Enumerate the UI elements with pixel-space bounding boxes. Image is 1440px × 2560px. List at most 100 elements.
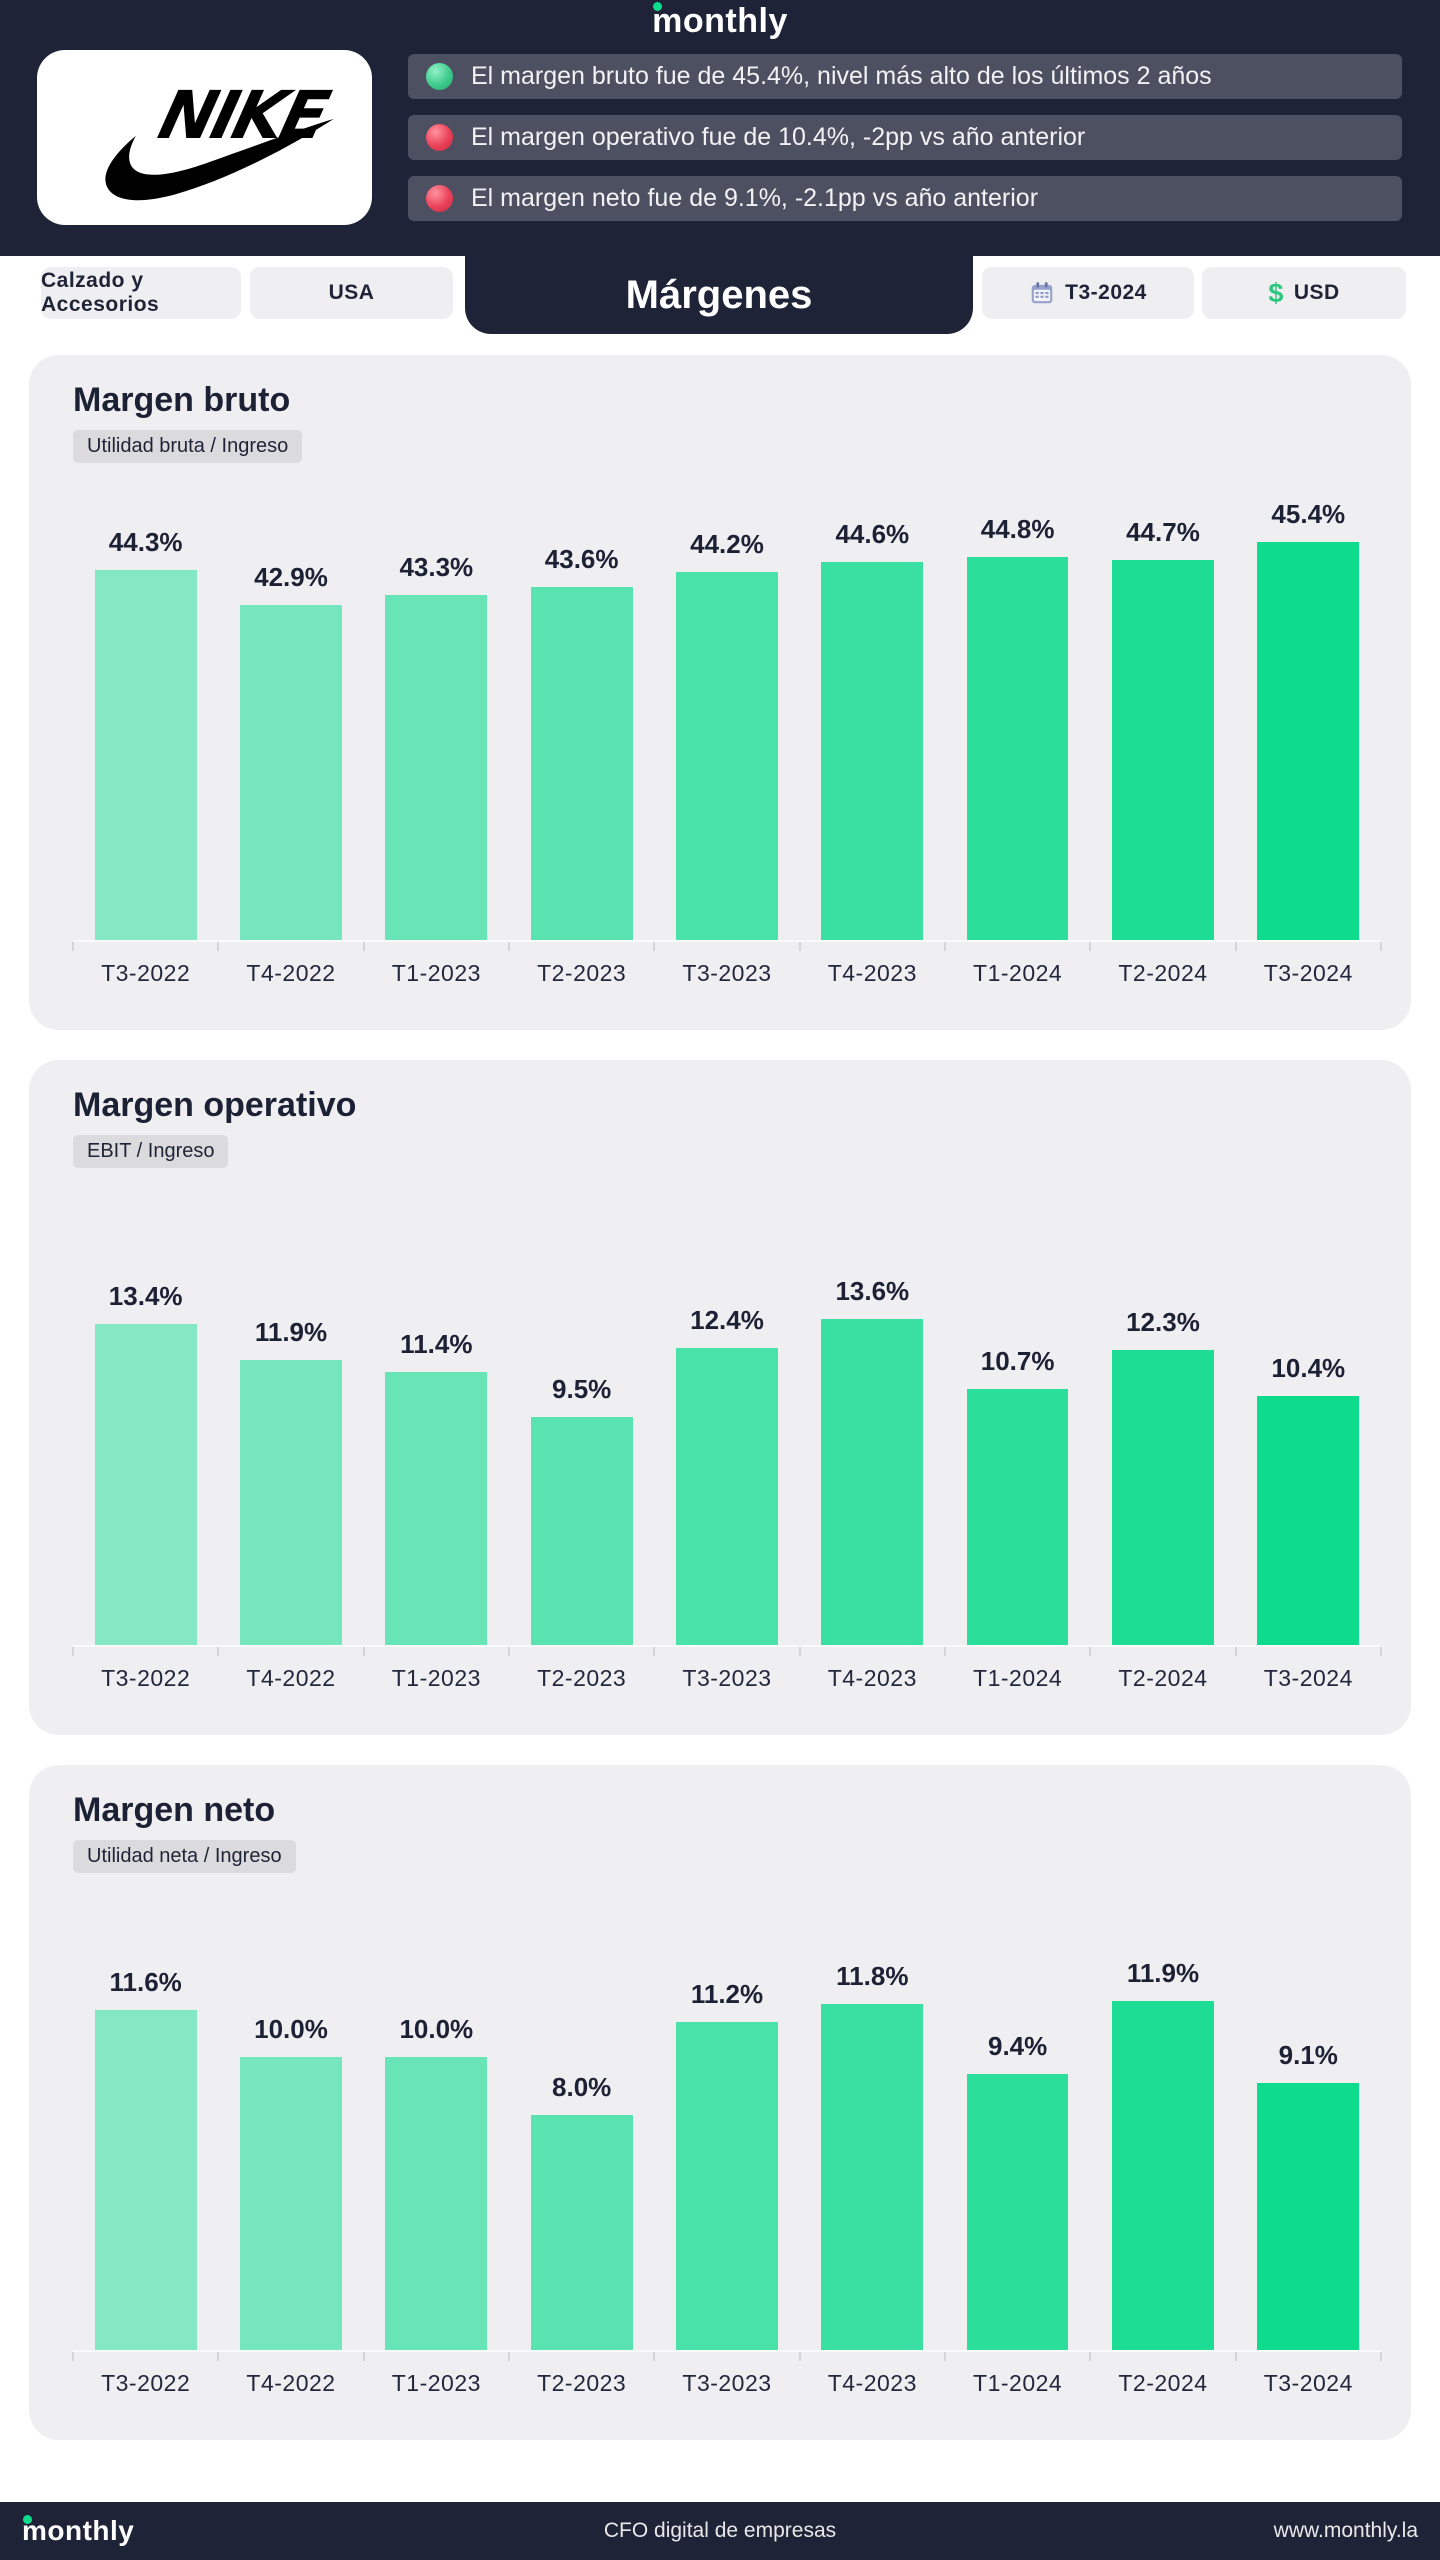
bar	[94, 1324, 197, 1645]
x-axis-label: T3-2023	[682, 1665, 772, 1691]
card-margen-neto: Margen neto Utilidad neta / Ingreso 11.6…	[29, 1765, 1411, 2440]
axis-tick	[653, 2352, 656, 2361]
axis-tick	[362, 942, 365, 951]
axis-tick	[72, 942, 74, 951]
company-logo-card: NIKE	[37, 50, 372, 225]
bar-column: 11.8%	[800, 1961, 945, 2350]
calendar-icon	[1031, 282, 1053, 304]
chart-title: Margen neto	[73, 1791, 276, 1829]
bar-column: 44.7%	[1090, 517, 1235, 940]
axis-tick	[217, 1647, 220, 1656]
axis-tick	[653, 942, 656, 951]
red-circle-icon	[426, 185, 453, 212]
bar-column: 13.6%	[800, 1276, 945, 1645]
bar-column: 11.6%	[73, 1967, 218, 2350]
bar-column: 44.6%	[800, 519, 945, 940]
x-axis-label: T1-2024	[973, 1665, 1063, 1691]
bar-value-label: 44.8%	[980, 514, 1055, 544]
axis-tick	[508, 2352, 510, 2361]
axis-tick	[217, 2352, 220, 2361]
axis-tick	[1089, 942, 1092, 951]
brand-dot-icon	[23, 2515, 32, 2524]
filter-period-pill[interactable]: T3-2024	[982, 267, 1194, 319]
bar-value-label: 44.6%	[835, 519, 910, 549]
bar-value-label: 9.5%	[552, 1374, 612, 1404]
x-axis-label: T4-2023	[827, 1665, 917, 1691]
bar-value-label: 11.2%	[690, 1979, 764, 2009]
x-axis-label: T3-2022	[101, 960, 191, 986]
axis-tick	[1234, 2352, 1237, 2361]
bar-column: 10.7%	[945, 1319, 1090, 1645]
bar	[821, 2004, 924, 2350]
bar-value-label: 11.8%	[836, 1961, 909, 1991]
axis-tick	[944, 2352, 946, 2361]
bar-value-label: 43.3%	[399, 552, 474, 582]
bar	[530, 1417, 633, 1645]
axis-tick	[362, 2352, 365, 2361]
highlights-list: El margen bruto fue de 45.4%, nivel más …	[408, 54, 1402, 221]
footer-brand-name: monthly	[22, 2515, 135, 2546]
x-axis-labels: T3-2022 T4-2022 T1-2023 T2-2023 T3-2023 T4-20…	[73, 2370, 1381, 2406]
brand-name: monthly	[652, 2, 788, 40]
bar-value-label: 13.6%	[835, 1276, 910, 1306]
bar-column: 12.4%	[654, 1305, 799, 1645]
bar-value-label: 9.1%	[1278, 2040, 1338, 2070]
bar	[676, 572, 778, 940]
bar	[240, 2057, 342, 2350]
axis-tick	[944, 942, 946, 951]
bar-column: 9.1%	[1236, 2001, 1381, 2350]
footer-website-link[interactable]: www.monthly.la	[1273, 2519, 1418, 2542]
axis-tick	[362, 1647, 365, 1656]
x-axis-label: T4-2023	[827, 2370, 917, 2396]
bar	[1257, 2083, 1360, 2350]
card-margen-operativo: Margen operativo EBIT / Ingreso 13.4% 11.…	[29, 1060, 1411, 1735]
filter-region-pill[interactable]: USA	[250, 267, 453, 319]
bar-column: 42.9%	[218, 542, 363, 940]
svg-text:NIKE: NIKE	[151, 76, 336, 153]
axis-tick	[798, 2352, 801, 2361]
chart-formula-badge: EBIT / Ingreso	[73, 1135, 229, 1168]
bar	[385, 2057, 488, 2350]
x-axis-label: T2-2023	[537, 960, 627, 986]
filter-currency-label: USD	[1293, 281, 1340, 304]
axis-tick	[508, 1647, 510, 1656]
bar	[530, 587, 633, 940]
bar-value-label: 8.0%	[552, 2072, 612, 2102]
footer-tagline: CFO digital de empresas	[603, 2519, 837, 2542]
bar-column: 45.4%	[1236, 499, 1381, 940]
bar	[240, 605, 342, 940]
footer-brand-wordmark: monthly	[22, 2515, 134, 2547]
bar-column: 11.9%	[1090, 1958, 1235, 2350]
tab-margenes-label: Márgenes	[625, 272, 813, 317]
header: monthly NIKE El margen bruto fue de 45.4…	[0, 0, 1440, 256]
filter-category-pill[interactable]: Calzado y Accesorios	[41, 267, 241, 319]
red-circle-icon	[426, 124, 453, 151]
bar	[385, 595, 488, 940]
filter-currency-pill[interactable]: $ USD	[1202, 267, 1406, 319]
bar-value-label: 11.9%	[1126, 1958, 1200, 1988]
axis-tick	[944, 1647, 946, 1656]
axis-tick	[1380, 2352, 1382, 2361]
bar-value-label: 44.2%	[690, 529, 764, 559]
chart-title: Margen operativo	[73, 1086, 357, 1124]
bar-value-label: 45.4%	[1271, 499, 1346, 529]
bar	[966, 557, 1069, 940]
bar	[966, 2074, 1069, 2350]
x-axis-label: T4-2023	[827, 960, 917, 986]
bar	[1112, 1350, 1214, 1645]
bar	[676, 2022, 778, 2350]
axis-tick	[72, 2352, 74, 2361]
x-axis-label: T1-2023	[391, 1665, 481, 1691]
axis-tick	[508, 942, 510, 951]
bar-column: 10.4%	[1236, 1319, 1381, 1645]
bar-column: 43.6%	[509, 542, 654, 940]
bar-value-label: 11.4%	[400, 1329, 473, 1359]
bar	[1257, 1396, 1360, 1645]
green-circle-icon	[426, 63, 453, 90]
nike-logo-icon: NIKE	[104, 76, 336, 200]
axis-tick	[1089, 1647, 1092, 1656]
tab-margenes[interactable]: Márgenes	[465, 256, 973, 334]
axis-tick	[1380, 942, 1382, 951]
axis-tick	[653, 1647, 656, 1656]
x-axis-label: T1-2023	[391, 2370, 481, 2396]
